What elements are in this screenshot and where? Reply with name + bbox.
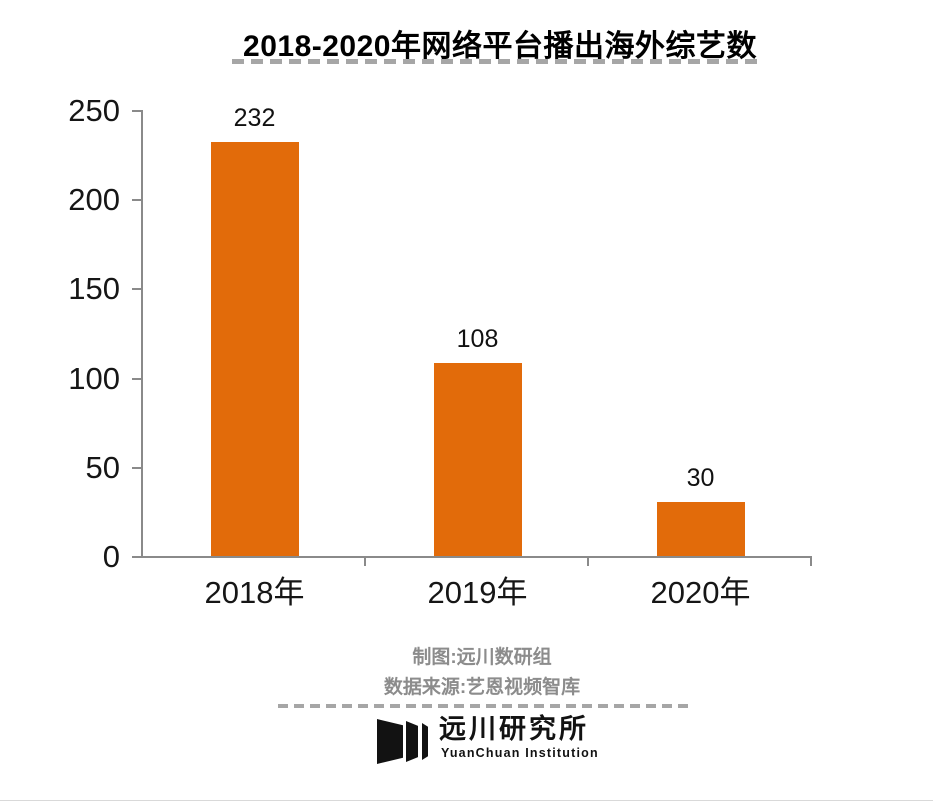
x-axis-line [141, 556, 812, 558]
x-axis-tick [810, 556, 812, 566]
logo-stripe-icon [377, 719, 403, 764]
bar [210, 142, 299, 556]
y-axis-tick-label: 200 [68, 182, 120, 218]
y-axis-tick-label: 50 [85, 449, 120, 485]
chart-title: 2018-2020年网络平台播出海外综艺数 [243, 30, 757, 63]
logo-name-cn: 远川研究所 [439, 714, 589, 744]
x-axis-tick [364, 556, 366, 566]
y-axis-line [141, 110, 143, 558]
logo-name-en: YuanChuan Institution [441, 746, 599, 760]
bar [656, 502, 745, 556]
y-axis-tick [132, 466, 141, 469]
x-axis-category-label: 2020年 [650, 575, 751, 610]
y-axis-tick-label: 100 [68, 360, 120, 396]
x-axis-tick [587, 556, 589, 566]
bar [433, 363, 522, 556]
x-axis-category-label: 2018年 [204, 575, 305, 610]
footer-dashed-divider [278, 704, 692, 708]
title-dashed-underline [232, 59, 762, 64]
y-axis-tick [132, 377, 141, 380]
y-axis-tick [132, 288, 141, 291]
y-axis-tick-label: 250 [68, 93, 120, 128]
x-axis-category-label: 2019年 [427, 575, 528, 610]
logo-stripe-icon [406, 721, 418, 762]
y-axis-tick-label: 0 [102, 539, 120, 574]
y-axis-tick [132, 110, 141, 112]
bar-value-label: 108 [456, 325, 499, 354]
bar-value-label: 30 [686, 464, 715, 493]
y-axis-tick-label: 150 [68, 271, 120, 307]
y-axis-tick [132, 556, 141, 558]
logo-stripe-icon [422, 723, 428, 760]
y-axis-tick [132, 199, 141, 202]
yuanchuan-logo: 远川研究所 YuanChuan Institution [375, 714, 598, 771]
credit-line: 制图:远川数研组 [412, 647, 552, 668]
bar-value-label: 232 [233, 104, 276, 133]
source-line: 数据来源:艺恩视频智库 [383, 677, 581, 698]
